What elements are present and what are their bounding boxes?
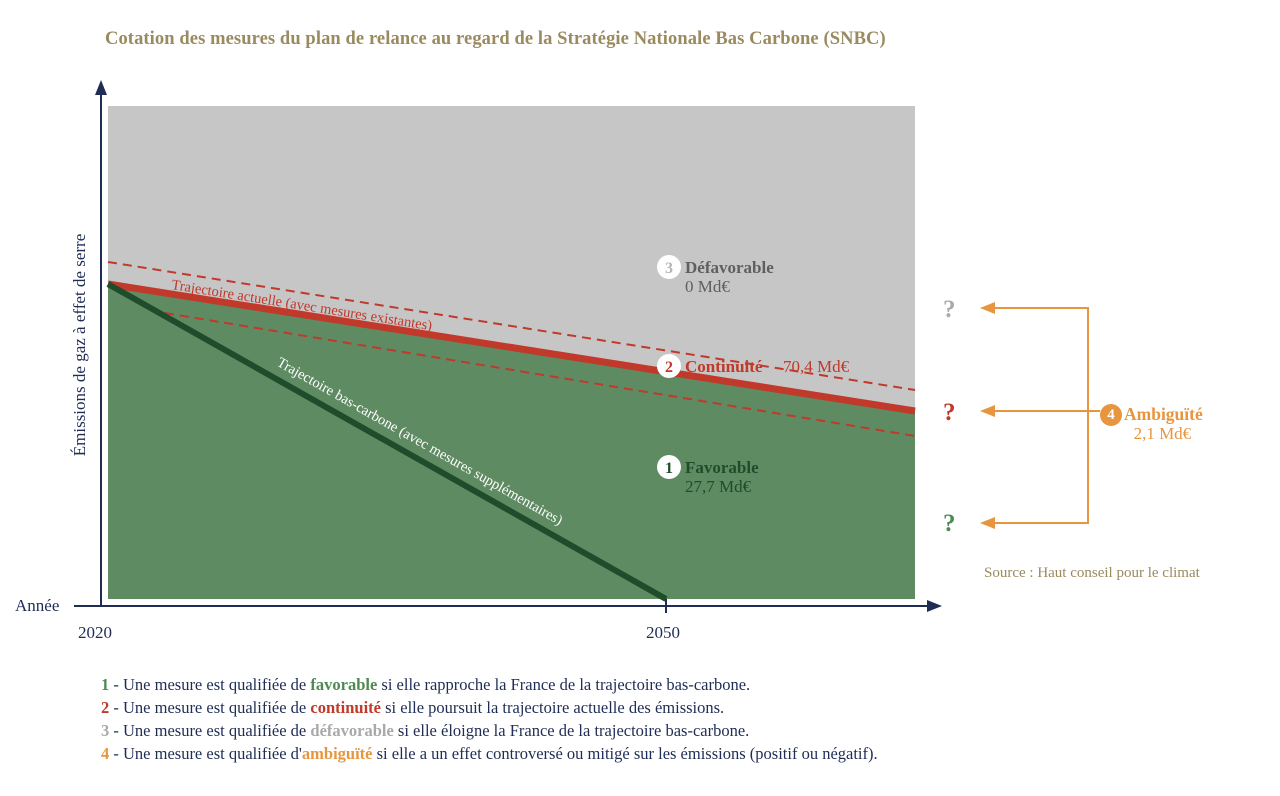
legend-keyword: ambiguïté — [301, 744, 373, 763]
ambiguite-value: 2,1 Md€ — [1133, 424, 1192, 443]
legend-item: 4 - Une mesure est qualifiée d'ambiguïté… — [101, 742, 878, 765]
question-mark-favorable: ? — [943, 510, 956, 537]
favorable-number: 1 — [665, 460, 673, 477]
legend-keyword: continuité — [310, 698, 381, 717]
y-axis-arrow-icon — [95, 80, 107, 95]
question-mark-defavorable: ? — [943, 296, 956, 323]
tick-label-2050: 2050 — [646, 623, 680, 642]
x-axis-arrow-icon — [927, 600, 942, 612]
x-axis-label: Année — [15, 596, 59, 615]
y-axis-label: Émissions de gaz à effet de serre — [70, 234, 89, 457]
legend-number: 1 — [101, 675, 110, 694]
legend-text: - Une mesure est qualifiée de — [109, 675, 311, 694]
legend-item: 2 - Une mesure est qualifiée de continui… — [101, 696, 878, 719]
legend-text: - Une mesure est qualifiée de — [109, 721, 311, 740]
ambiguite-label: Ambiguïté — [1124, 404, 1203, 424]
ambiguite-bracket — [990, 307, 1100, 524]
favorable-number-badge — [657, 455, 681, 479]
defavorable-number: 3 — [665, 260, 673, 277]
legend-number: 3 — [101, 721, 110, 740]
lower-dashed-line — [164, 312, 916, 437]
current-trajectory-line — [107, 280, 916, 415]
source-note: Source : Haut conseil pour le climat — [984, 565, 1200, 581]
legend-text: - Une mesure est qualifiée d' — [109, 744, 302, 763]
legend-text: si elle a un effet controversé ou mitigé… — [372, 744, 878, 763]
defavorable-label: Défavorable — [685, 258, 774, 277]
legend-number: 4 — [101, 744, 110, 763]
legend-text: si elle rapproche la France de la trajec… — [377, 675, 751, 694]
favorable-label: Favorable — [685, 458, 759, 477]
legend-item: 3 - Une mesure est qualifiée de défavora… — [101, 719, 878, 742]
legend-text: si elle poursuit la trajectoire actuelle… — [380, 698, 725, 717]
legend-keyword: favorable — [310, 675, 378, 694]
favorable-continuite-zone — [108, 283, 915, 599]
legend-text: - Une mesure est qualifiée de — [109, 698, 311, 717]
question-mark-continuite: ? — [943, 399, 956, 426]
legend-item: 1 - Une mesure est qualifiée de favorabl… — [101, 673, 878, 696]
continuite-value: 70,4 Md€ — [783, 357, 850, 376]
continuite-number: 2 — [665, 359, 673, 376]
ambiguite-number-badge: 4 — [1100, 404, 1122, 426]
legend-text: si elle éloigne la France de la trajecto… — [393, 721, 750, 740]
upper-dashed-line — [107, 261, 916, 391]
arrow-to-continuite-icon — [980, 405, 995, 417]
arrow-to-defavorable-icon — [980, 302, 995, 314]
continuite-label: Continuité — [685, 357, 763, 376]
defavorable-value: 0 Md€ — [685, 277, 730, 296]
defavorable-number-badge — [657, 255, 681, 279]
legend-keyword: défavorable — [310, 721, 394, 740]
legend: 1 - Une mesure est qualifiée de favorabl… — [101, 673, 878, 765]
continuite-number-badge — [657, 354, 681, 378]
legend-number: 2 — [101, 698, 110, 717]
tick-label-2020: 2020 — [78, 623, 112, 642]
ambiguite-annotation: 4 Ambiguïté 2,1 Md€ — [1100, 404, 1203, 444]
low-carbon-trajectory-line — [106, 281, 668, 602]
favorable-value: 27,7 Md€ — [685, 477, 752, 496]
arrow-to-favorable-icon — [980, 517, 995, 529]
chart-title: Cotation des mesures du plan de relance … — [105, 29, 886, 49]
